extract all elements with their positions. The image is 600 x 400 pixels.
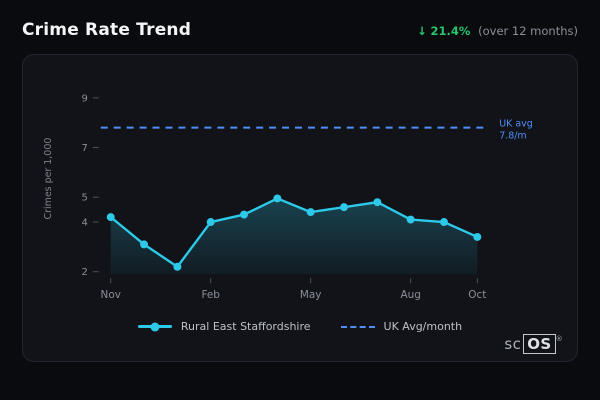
y-tick-label: 7	[81, 143, 87, 154]
data-point[interactable]	[206, 218, 215, 227]
x-tick-label: Nov	[101, 289, 121, 301]
logo-prefix: sc	[504, 335, 522, 353]
trend-stat: ↓ 21.4% (over 12 months)	[417, 24, 578, 38]
logo-registered-mark: ®	[555, 335, 563, 343]
crime-trend-chart: 9 7 5 4 2 Crimes per 1,000 Nov Feb May Aug Oct UK a…	[37, 69, 563, 312]
dot-marker-icon	[150, 322, 160, 332]
header: Crime Rate Trend ↓ 21.4% (over 12 months…	[22, 16, 578, 40]
y-axis-title: Crimes per 1,000	[43, 138, 54, 220]
trend-line	[109, 197, 479, 268]
page-title: Crime Rate Trend	[22, 20, 192, 40]
trend-caption: (over 12 months)	[478, 24, 578, 38]
data-point[interactable]	[340, 203, 348, 212]
chart-card: 9 7 5 4 2 Crimes per 1,000 Nov Feb May Aug Oct UK a…	[22, 54, 578, 362]
uk-avg-label: UK avg	[499, 119, 533, 130]
x-tick-label: Feb	[201, 289, 220, 301]
down-arrow-icon: ↓	[417, 24, 427, 38]
uk-avg-value: 7.8/m	[499, 131, 526, 142]
y-tick-label: 9	[81, 93, 87, 104]
y-tick-label: 2	[81, 267, 87, 278]
chart-svg: 9 7 5 4 2 Crimes per 1,000 Nov Feb May Aug Oct UK a…	[43, 93, 533, 301]
data-point[interactable]	[273, 194, 282, 203]
logo-box: OS	[523, 334, 556, 354]
y-tick-label: 4	[81, 218, 87, 229]
legend-label: Rural East Staffordshire	[180, 320, 311, 334]
data-point[interactable]	[406, 215, 415, 224]
data-point[interactable]	[440, 218, 448, 227]
data-point[interactable]	[306, 208, 315, 217]
x-tick-label: Oct	[468, 289, 486, 301]
trend-percentage: 21.4%	[430, 24, 471, 38]
y-tick-label: 5	[81, 193, 87, 204]
data-point[interactable]	[106, 213, 115, 222]
data-point[interactable]	[240, 210, 249, 219]
scos-logo: sc OS ®	[504, 334, 563, 354]
data-point[interactable]	[140, 240, 149, 249]
x-tick-label: May	[300, 289, 322, 301]
legend-label: UK Avg/month	[383, 320, 463, 334]
solid-line-marker-icon	[137, 322, 172, 332]
chart-legend: Rural East Staffordshire UK Avg/month	[37, 320, 563, 333]
data-point[interactable]	[173, 262, 182, 271]
data-point[interactable]	[373, 198, 382, 207]
legend-item-rural-east-staffordshire[interactable]: Rural East Staffordshire	[137, 320, 311, 334]
data-point[interactable]	[473, 232, 482, 241]
dashed-line-marker-icon	[340, 325, 375, 328]
legend-item-uk-avg[interactable]: UK Avg/month	[340, 320, 463, 334]
x-tick-label: Aug	[400, 289, 420, 301]
area-fill	[110, 198, 478, 275]
